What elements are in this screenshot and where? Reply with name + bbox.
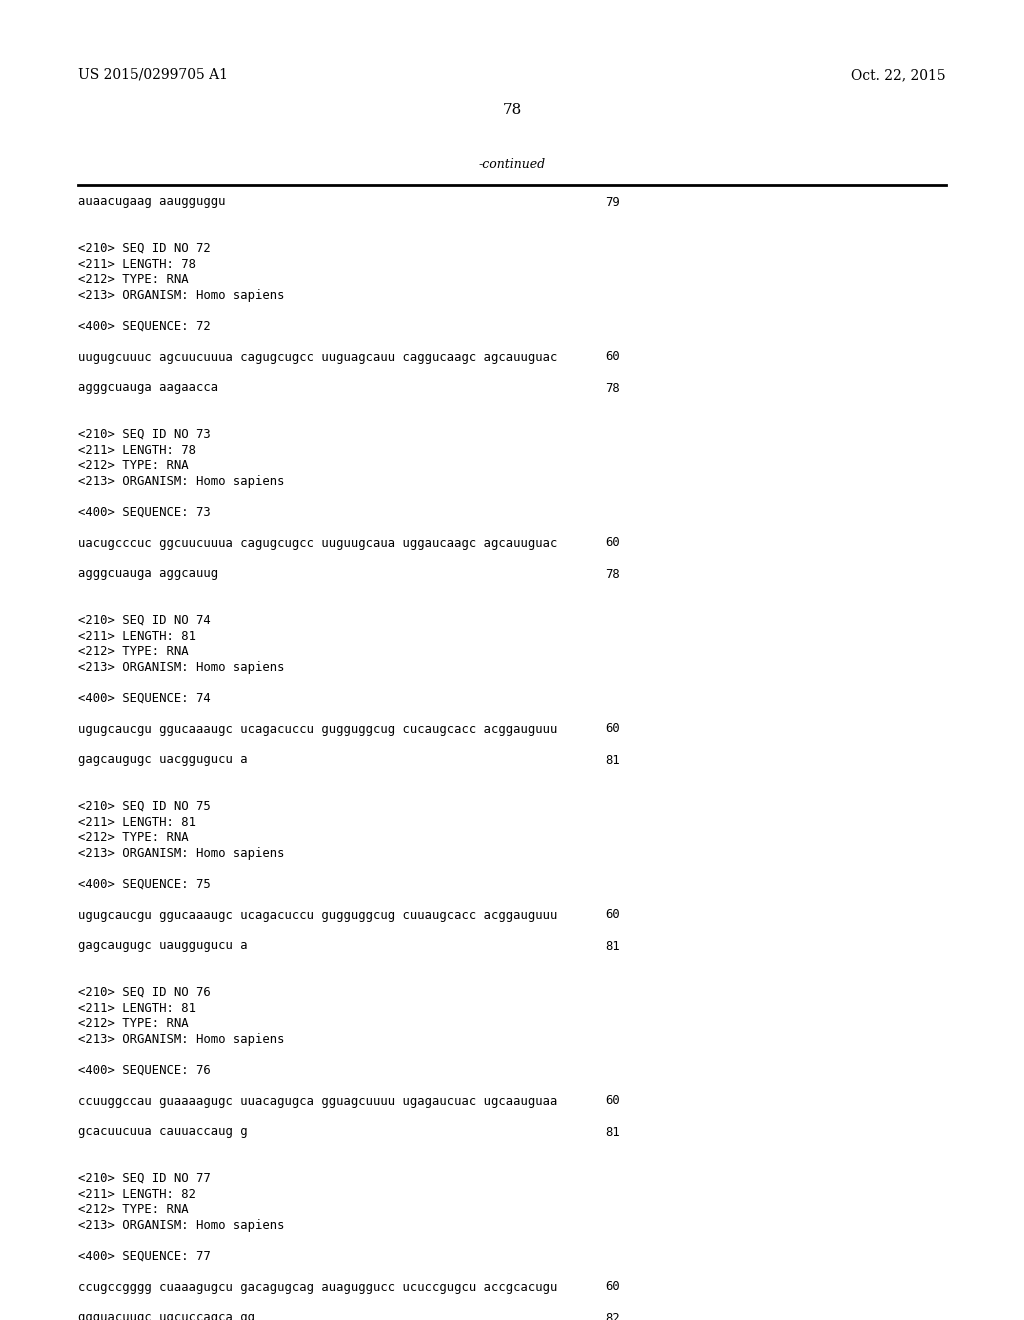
Text: <400> SEQUENCE: 74: <400> SEQUENCE: 74	[78, 692, 211, 705]
Text: <210> SEQ ID NO 77: <210> SEQ ID NO 77	[78, 1172, 211, 1185]
Text: auaacugaag aaugguggu: auaacugaag aaugguggu	[78, 195, 225, 209]
Text: ggguacuugc ugcuccagca gg: ggguacuugc ugcuccagca gg	[78, 1312, 255, 1320]
Text: 60: 60	[605, 351, 620, 363]
Text: gagcaugugc uacggugucu a: gagcaugugc uacggugucu a	[78, 754, 248, 767]
Text: agggcuauga aagaacca: agggcuauga aagaacca	[78, 381, 218, 395]
Text: gagcaugugc uauggugucu a: gagcaugugc uauggugucu a	[78, 940, 248, 953]
Text: ugugcaucgu ggucaaaugc ucagacuccu gugguggcug cuuaugcacc acggauguuu: ugugcaucgu ggucaaaugc ucagacuccu guggugg…	[78, 908, 557, 921]
Text: <212> TYPE: RNA: <212> TYPE: RNA	[78, 645, 188, 657]
Text: <400> SEQUENCE: 76: <400> SEQUENCE: 76	[78, 1064, 211, 1077]
Text: 78: 78	[503, 103, 521, 117]
Text: <213> ORGANISM: Homo sapiens: <213> ORGANISM: Homo sapiens	[78, 289, 285, 301]
Text: 79: 79	[605, 195, 620, 209]
Text: -continued: -continued	[478, 158, 546, 172]
Text: <213> ORGANISM: Homo sapiens: <213> ORGANISM: Homo sapiens	[78, 1032, 285, 1045]
Text: uacugcccuc ggcuucuuua cagugcugcc uuguugcaua uggaucaagc agcauuguac: uacugcccuc ggcuucuuua cagugcugcc uuguugc…	[78, 536, 557, 549]
Text: Oct. 22, 2015: Oct. 22, 2015	[851, 69, 946, 82]
Text: <212> TYPE: RNA: <212> TYPE: RNA	[78, 832, 188, 843]
Text: <211> LENGTH: 81: <211> LENGTH: 81	[78, 630, 196, 643]
Text: uugugcuuuc agcuucuuua cagugcugcc uuguagcauu caggucaagc agcauuguac: uugugcuuuc agcuucuuua cagugcugcc uuguagc…	[78, 351, 557, 363]
Text: 60: 60	[605, 1280, 620, 1294]
Text: ugugcaucgu ggucaaaugc ucagacuccu gugguggcug cucaugcacc acggauguuu: ugugcaucgu ggucaaaugc ucagacuccu guggugg…	[78, 722, 557, 735]
Text: <210> SEQ ID NO 74: <210> SEQ ID NO 74	[78, 614, 211, 627]
Text: <211> LENGTH: 82: <211> LENGTH: 82	[78, 1188, 196, 1200]
Text: <210> SEQ ID NO 73: <210> SEQ ID NO 73	[78, 428, 211, 441]
Text: 81: 81	[605, 1126, 620, 1138]
Text: <210> SEQ ID NO 76: <210> SEQ ID NO 76	[78, 986, 211, 999]
Text: 60: 60	[605, 908, 620, 921]
Text: <212> TYPE: RNA: <212> TYPE: RNA	[78, 1203, 188, 1216]
Text: gcacuucuua cauuaccaug g: gcacuucuua cauuaccaug g	[78, 1126, 248, 1138]
Text: <211> LENGTH: 78: <211> LENGTH: 78	[78, 257, 196, 271]
Text: 78: 78	[605, 381, 620, 395]
Text: <212> TYPE: RNA: <212> TYPE: RNA	[78, 1016, 188, 1030]
Text: US 2015/0299705 A1: US 2015/0299705 A1	[78, 69, 228, 82]
Text: ccugccgggg cuaaagugcu gacagugcag auaguggucc ucuccgugcu accgcacugu: ccugccgggg cuaaagugcu gacagugcag auagugg…	[78, 1280, 557, 1294]
Text: <400> SEQUENCE: 75: <400> SEQUENCE: 75	[78, 878, 211, 891]
Text: 60: 60	[605, 1094, 620, 1107]
Text: ccuuggccau guaaaagugc uuacagugca gguagcuuuu ugagaucuac ugcaauguaa: ccuuggccau guaaaagugc uuacagugca gguagcu…	[78, 1094, 557, 1107]
Text: <211> LENGTH: 81: <211> LENGTH: 81	[78, 1002, 196, 1015]
Text: <400> SEQUENCE: 73: <400> SEQUENCE: 73	[78, 506, 211, 519]
Text: <212> TYPE: RNA: <212> TYPE: RNA	[78, 459, 188, 473]
Text: <213> ORGANISM: Homo sapiens: <213> ORGANISM: Homo sapiens	[78, 846, 285, 859]
Text: <213> ORGANISM: Homo sapiens: <213> ORGANISM: Homo sapiens	[78, 474, 285, 487]
Text: <210> SEQ ID NO 75: <210> SEQ ID NO 75	[78, 800, 211, 813]
Text: 60: 60	[605, 536, 620, 549]
Text: <211> LENGTH: 78: <211> LENGTH: 78	[78, 444, 196, 457]
Text: 78: 78	[605, 568, 620, 581]
Text: agggcuauga aggcauug: agggcuauga aggcauug	[78, 568, 218, 581]
Text: 60: 60	[605, 722, 620, 735]
Text: <400> SEQUENCE: 72: <400> SEQUENCE: 72	[78, 319, 211, 333]
Text: <212> TYPE: RNA: <212> TYPE: RNA	[78, 273, 188, 286]
Text: 81: 81	[605, 940, 620, 953]
Text: <210> SEQ ID NO 72: <210> SEQ ID NO 72	[78, 242, 211, 255]
Text: 81: 81	[605, 754, 620, 767]
Text: <213> ORGANISM: Homo sapiens: <213> ORGANISM: Homo sapiens	[78, 660, 285, 673]
Text: 82: 82	[605, 1312, 620, 1320]
Text: <400> SEQUENCE: 77: <400> SEQUENCE: 77	[78, 1250, 211, 1262]
Text: <213> ORGANISM: Homo sapiens: <213> ORGANISM: Homo sapiens	[78, 1218, 285, 1232]
Text: <211> LENGTH: 81: <211> LENGTH: 81	[78, 816, 196, 829]
